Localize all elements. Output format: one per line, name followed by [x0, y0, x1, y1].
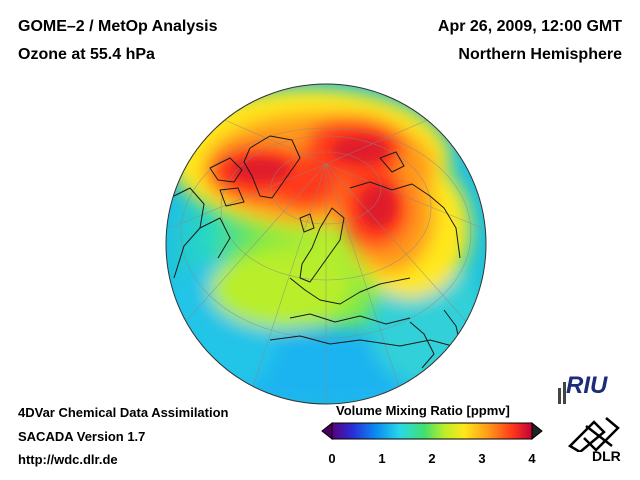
- riu-logo-text: RIU: [566, 372, 608, 399]
- colorbar-tick-0: 0: [328, 451, 336, 466]
- colorbar-gradient: [331, 422, 533, 440]
- date-label: Apr 26, 2009, 12:00 GMT: [437, 18, 622, 35]
- footer-url[interactable]: http://wdc.dlr.de: [18, 452, 118, 467]
- colorbar-tick-4: 4: [528, 451, 536, 466]
- footer-line-2: SACADA Version 1.7: [18, 429, 146, 444]
- colorbar-min-arrow: [321, 421, 333, 441]
- colorbar: [321, 421, 543, 441]
- riu-logo-icon: [558, 382, 566, 404]
- region-label: Northern Hemisphere: [458, 46, 622, 63]
- title-line-2: Ozone at 55.4 hPa: [18, 46, 155, 63]
- title-line-1: GOME–2 / MetOp Analysis: [18, 18, 218, 35]
- colorbar-tick-1: 1: [378, 451, 386, 466]
- dlr-logo-icon: [567, 417, 620, 452]
- footer-line-1: 4DVar Chemical Data Assimilation: [18, 405, 229, 420]
- ozone-globe-map: [165, 83, 487, 405]
- dlr-logo-text: DLR: [592, 448, 621, 464]
- colorbar-tick-2: 2: [428, 451, 436, 466]
- colorbar-label: Volume Mixing Ratio [ppmv]: [336, 403, 510, 418]
- colorbar-max-arrow: [531, 421, 543, 441]
- colorbar-tick-3: 3: [478, 451, 486, 466]
